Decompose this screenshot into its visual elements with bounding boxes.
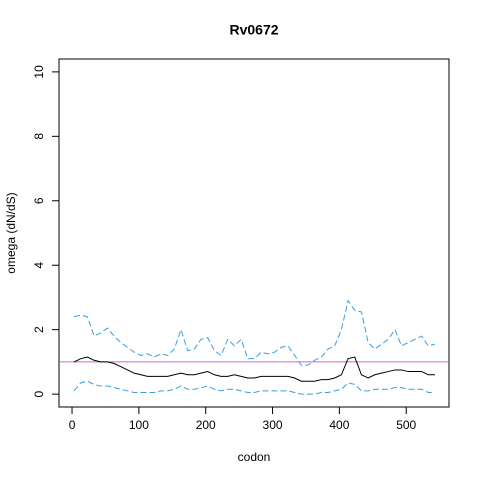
x-tick-label: 0 — [69, 418, 76, 432]
series-line — [73, 380, 435, 395]
x-tick-label: 400 — [329, 418, 349, 432]
plot-frame — [58, 58, 450, 408]
y-tick-label: 10 — [32, 65, 46, 79]
chart-title: Rv0672 — [229, 22, 278, 38]
x-tick-label: 100 — [129, 418, 149, 432]
y-tick-label: 6 — [32, 197, 46, 204]
y-tick-label: 0 — [32, 390, 46, 397]
x-axis-label: codon — [238, 450, 271, 464]
y-tick-label: 4 — [32, 262, 46, 269]
series-line — [73, 299, 436, 366]
x-tick-label: 500 — [396, 418, 416, 432]
y-tick-label: 2 — [32, 326, 46, 333]
series-line — [73, 356, 435, 382]
y-tick-label: 8 — [32, 133, 46, 140]
y-axis-label: omega (dN/dS) — [4, 192, 18, 273]
x-tick-label: 300 — [263, 418, 283, 432]
x-tick-label: 200 — [196, 418, 216, 432]
